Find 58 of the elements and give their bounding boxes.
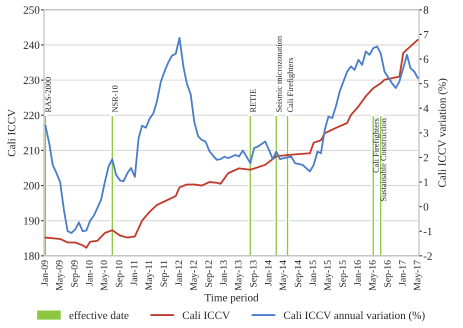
y2-axis-title: Cali ICCV variation (%): [438, 78, 448, 188]
x-tick-label: May-16: [369, 260, 378, 291]
y2-tick-label: 8: [424, 6, 428, 14]
y2-tick-label: 3: [424, 129, 428, 137]
y2-tick-label: 1: [424, 178, 428, 186]
x-tick-label: Jan-10: [86, 260, 93, 286]
x-tick-label: Jan-16: [354, 260, 361, 286]
x-tick-label: May-10: [100, 260, 110, 291]
legend-label: Cali ICCV annual variation (%): [284, 311, 425, 322]
y-tick-label: 240: [24, 41, 40, 49]
annotation: Seismic microzonation: [276, 36, 282, 112]
x-tick-label: Jan-09: [41, 260, 48, 286]
x-tick-label: May-09: [56, 260, 65, 291]
x-tick-label: May-13: [234, 260, 244, 291]
x-tick-label: Sep-16: [384, 260, 393, 287]
x-tick-label: Jan-12: [175, 260, 182, 286]
x-tick-label: Jan-13: [220, 260, 227, 286]
y-tick-label: 230: [24, 76, 40, 84]
annotation: NSR-10: [112, 85, 118, 112]
y2-tick-label: 5: [424, 80, 428, 88]
x-tick-label: May-14: [280, 260, 288, 291]
x-tick-label: Sep-15: [339, 260, 348, 287]
x-tick-label: May-15: [324, 260, 333, 291]
y2-tick-label: 0: [424, 203, 428, 211]
annotation: Sustainable Construction: [380, 118, 386, 202]
y-tick-label: 210: [24, 146, 40, 154]
y2-tick-label: 6: [424, 56, 428, 64]
y-tick-label: 190: [24, 217, 40, 225]
x-tick-label: Sep-13: [250, 260, 258, 287]
legend-label: effective date: [69, 311, 129, 320]
x-tick-label: May-11: [145, 260, 154, 290]
x-tick-label: May-12: [190, 260, 199, 291]
y2-tick-label: 7: [424, 31, 428, 38]
x-tick-label: Sep-14: [294, 260, 304, 287]
annotation: RETIE: [250, 89, 256, 112]
x-axis-title: Time period: [204, 294, 258, 304]
x-tick-label: May-17: [414, 260, 422, 291]
x-tick-label: Sep-11: [160, 260, 169, 287]
y-tick-label: 180: [24, 252, 40, 260]
x-tick-label: Sep-12: [205, 260, 214, 287]
x-tick-label: Jan-15: [310, 260, 316, 286]
y2-tick-label: 2: [424, 154, 428, 162]
y-tick-label: 250: [24, 6, 40, 14]
x-tick-label: Sep-09: [71, 260, 80, 287]
y-tick-label: 220: [24, 112, 40, 120]
annotation: Cali Firefighters: [372, 118, 381, 173]
annotation: Cali Firefighters: [287, 58, 295, 112]
y2-tick-label: 4: [423, 104, 429, 112]
y2-tick-label: -2: [424, 252, 432, 260]
x-tick-label: Sep-10: [116, 260, 124, 287]
legend-label: Cali ICCV: [182, 311, 230, 320]
annotation: RAS-2000: [45, 77, 52, 112]
x-tick-label: Jan-14: [264, 260, 272, 286]
y2-tick-label: -1: [424, 228, 432, 236]
y-axis-title: Cali ICCV: [8, 109, 16, 156]
y-tick-label: 200: [24, 182, 40, 190]
x-tick-label: Jan-11: [130, 260, 138, 286]
x-tick-label: Jan-17: [399, 260, 406, 286]
